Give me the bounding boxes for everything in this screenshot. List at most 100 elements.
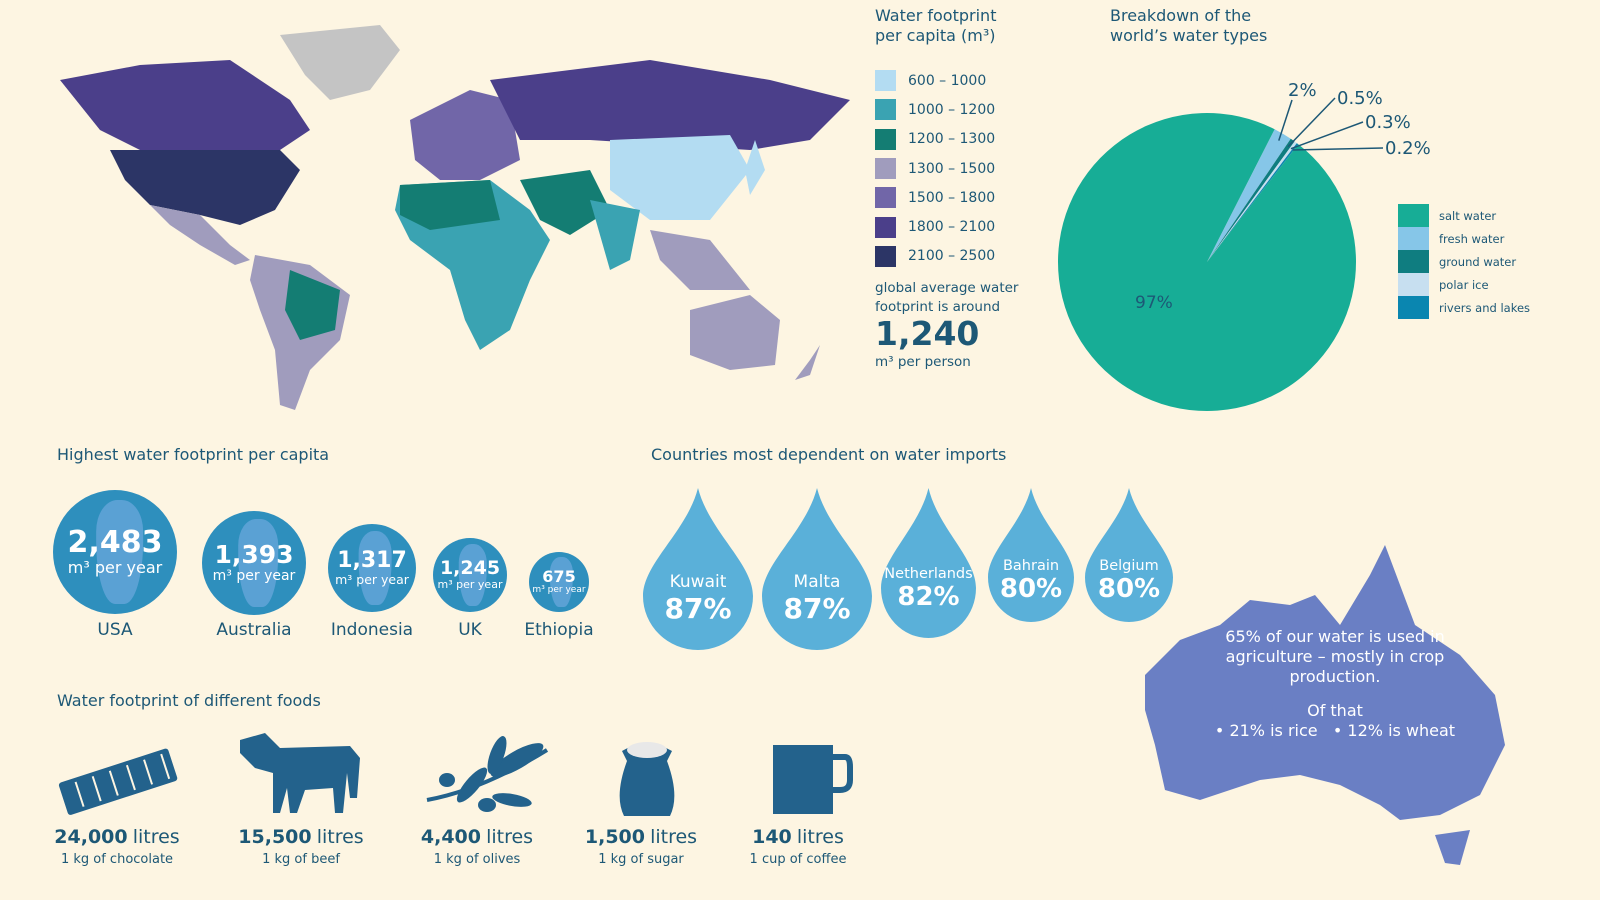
pie-legend-item: fresh water xyxy=(1398,227,1530,250)
legend-swatch xyxy=(1398,204,1429,227)
footprint-unit: m³ per year xyxy=(212,568,296,585)
map-legend-item: 600 – 1000 xyxy=(875,66,995,95)
pie-slice-fresh-water xyxy=(1207,129,1291,262)
map-legend-item: 1200 – 1300 xyxy=(875,125,995,154)
australia-shape xyxy=(1145,545,1505,865)
sugar-sack-icon xyxy=(619,742,675,816)
legend-swatch xyxy=(875,99,896,121)
legend-label: 1200 – 1300 xyxy=(908,131,996,148)
global-average-unit: m³ per person xyxy=(875,354,971,370)
southeast-asia xyxy=(650,230,750,290)
footprint-icon xyxy=(458,543,487,607)
russia xyxy=(490,60,850,150)
water-types-pie-chart: 97% 2% 0.5% 0.3% 0.2% xyxy=(1058,80,1431,411)
canada xyxy=(60,60,310,150)
legend-label: 2100 – 2500 xyxy=(908,248,996,265)
australia-text: 65% of our water is used in agriculture … xyxy=(1200,627,1470,741)
legend-label: 1800 – 2100 xyxy=(908,219,996,236)
china xyxy=(610,135,750,220)
food-amount: 140 xyxy=(752,826,792,848)
pie-leader-line xyxy=(1290,121,1364,150)
legend-label: 1000 – 1200 xyxy=(908,101,996,118)
food-item: 1,500 litres 1 kg of sugar xyxy=(551,826,731,867)
world-choropleth-map xyxy=(60,25,850,410)
legend-swatch xyxy=(875,216,896,238)
import-country: Bahrain xyxy=(1002,557,1060,574)
pie-slice-ground-water xyxy=(1207,138,1295,262)
footprint-circle: 1,317 m³ per year xyxy=(328,524,416,612)
import-percent: 87% xyxy=(664,592,732,626)
footprint-value: 1,317 xyxy=(337,547,407,573)
pie-legend: salt water fresh water ground water polar i… xyxy=(1398,204,1530,319)
imports-title: Countries most dependent on water import… xyxy=(651,445,1007,464)
import-country: Malta xyxy=(793,572,841,593)
pie-leader-line xyxy=(1278,99,1293,141)
legend-swatch xyxy=(875,128,896,150)
mexico-central-america xyxy=(150,205,250,265)
food-desc: 1 cup of coffee xyxy=(749,852,847,867)
import-percent: 87% xyxy=(783,592,851,626)
legend-label: 600 – 1000 xyxy=(908,72,987,89)
map-legend-item: 2100 – 2500 xyxy=(875,242,995,271)
food-desc: 1 kg of beef xyxy=(262,852,340,867)
import-country: Belgium xyxy=(1099,557,1159,574)
olive-branch-icon xyxy=(426,736,549,812)
footprint-circle: 2,483 m³ per year xyxy=(53,490,177,614)
import-percent: 82% xyxy=(897,582,960,612)
food-desc: 1 kg of olives xyxy=(433,852,521,867)
pie-label: 97% xyxy=(1135,293,1173,313)
legend-swatch xyxy=(875,187,896,209)
footprint-value: 1,245 xyxy=(439,556,501,579)
foods-title: Water footprint of different foods xyxy=(57,691,321,710)
footprint-country: Ethiopia xyxy=(524,620,594,640)
footprint-country: Australia xyxy=(216,620,292,640)
pie-label: 0.2% xyxy=(1385,138,1431,159)
import-drop: Bahrain 80% xyxy=(988,488,1074,622)
food-amount: 15,500 xyxy=(238,826,312,848)
legend-swatch xyxy=(875,245,896,267)
pie-title: Breakdown of the world’s water types xyxy=(1110,6,1268,45)
footprint-icon xyxy=(358,531,393,605)
footprint-unit: m³ per year xyxy=(67,558,163,578)
food-item: 4,400 litres 1 kg of olives xyxy=(387,826,567,867)
import-drop: Malta 87% xyxy=(762,488,872,650)
legend-swatch xyxy=(875,70,896,92)
food-item: 140 litres 1 cup of coffee xyxy=(708,826,888,867)
food-amount: 4,400 xyxy=(420,826,481,848)
footprint-icon xyxy=(549,556,573,608)
food-unit: litres xyxy=(486,826,534,848)
footprint-country: UK xyxy=(458,620,482,640)
map-legend-item: 1000 – 1200 xyxy=(875,95,995,124)
food-amount: 1,500 xyxy=(584,826,645,848)
usa xyxy=(110,150,300,225)
brazil xyxy=(285,270,340,340)
new-zealand xyxy=(795,345,820,380)
map-legend-item: 1300 – 1500 xyxy=(875,154,995,183)
footprint-circle: 675 m³ per year xyxy=(529,552,589,612)
legend-label: rivers and lakes xyxy=(1439,300,1531,315)
legend-label: 1300 – 1500 xyxy=(908,160,996,177)
legend-swatch xyxy=(1398,273,1429,296)
import-country: Netherlands xyxy=(884,566,973,582)
footprint-circle: 1,393 m³ per year xyxy=(202,511,306,615)
food-unit: litres xyxy=(650,826,698,848)
footprint-unit: m³ per year xyxy=(437,578,503,592)
agriculture-note: 65% of our water is used in agriculture … xyxy=(1225,627,1445,686)
import-drop: Kuwait 87% xyxy=(643,488,753,650)
pie-slice-polar-ice xyxy=(1207,141,1297,262)
food-unit: litres xyxy=(316,826,364,848)
footprint-country: Indonesia xyxy=(330,620,414,640)
import-drop: Netherlands 82% xyxy=(881,488,976,638)
global-average-note: global average water footprint is around xyxy=(875,280,1019,315)
legend-swatch xyxy=(1398,250,1429,273)
coffee-cup-icon xyxy=(773,745,853,814)
japan xyxy=(745,140,765,195)
europe xyxy=(410,90,520,180)
pie-legend-item: rivers and lakes xyxy=(1398,296,1530,319)
middle-east xyxy=(520,170,610,235)
food-unit: litres xyxy=(132,826,180,848)
legend-swatch xyxy=(1398,227,1429,250)
food-desc: 1 kg of chocolate xyxy=(60,852,174,867)
legend-label: polar ice xyxy=(1439,277,1489,292)
global-average-value: 1,240 xyxy=(875,314,980,353)
